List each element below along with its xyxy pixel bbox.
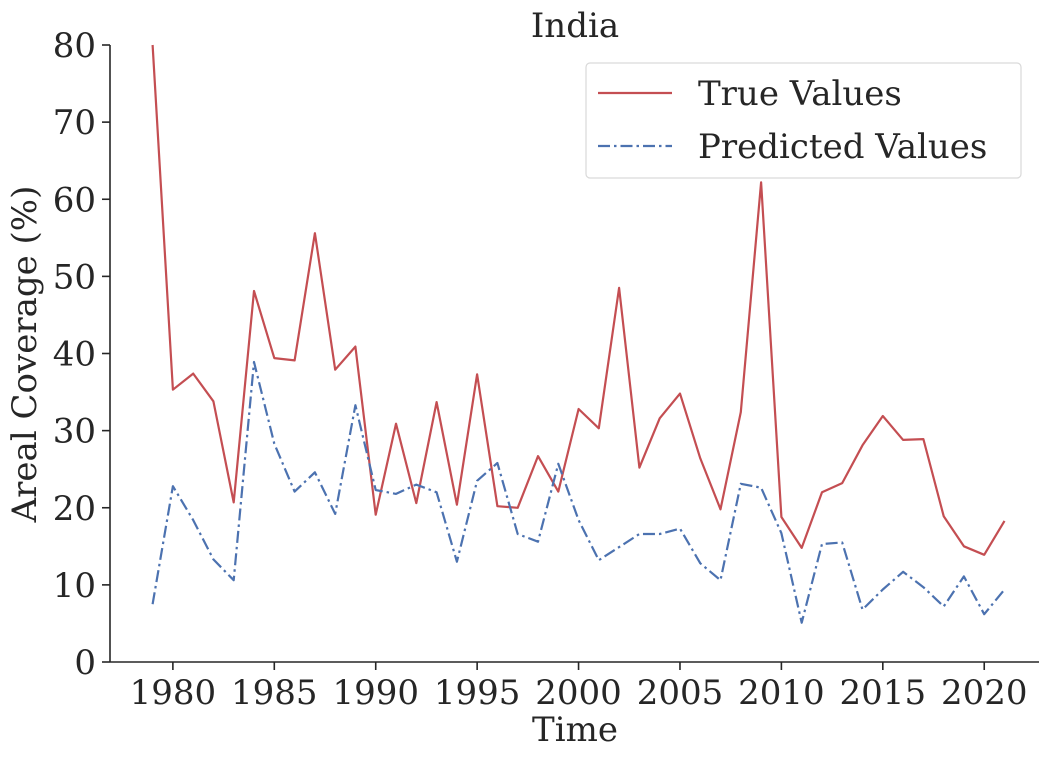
y-tick-label: 0 xyxy=(74,643,96,683)
x-tick-label: 2010 xyxy=(738,673,825,713)
series-group xyxy=(151,44,1006,624)
x-tick-label: 2005 xyxy=(637,673,724,713)
y-ticks: 0 10 20 30 40 50 60 70 80 xyxy=(53,26,110,683)
x-tick-label: 2020 xyxy=(941,673,1028,713)
legend-label-predicted-values: Predicted Values xyxy=(698,127,987,167)
y-tick-label: 10 xyxy=(53,566,96,606)
y-axis-label: Areal Coverage (%) xyxy=(5,186,45,524)
series-line-predicted-values xyxy=(151,360,1006,624)
legend-label-true-values: True Values xyxy=(698,74,902,114)
y-tick-label: 80 xyxy=(53,26,96,66)
y-tick-label: 30 xyxy=(53,412,96,452)
series-line-true-values xyxy=(151,44,1006,556)
x-tick-label: 1995 xyxy=(434,673,521,713)
x-tick-label: 1990 xyxy=(332,673,419,713)
legend-box xyxy=(585,62,1022,179)
x-tick-label: 1980 xyxy=(130,673,217,713)
chart-title: India xyxy=(531,6,619,46)
y-tick-label: 40 xyxy=(53,335,96,375)
x-axis-label: Time xyxy=(532,710,618,750)
legend: True Values Predicted Values xyxy=(585,62,1022,179)
x-tick-label: 2000 xyxy=(535,673,622,713)
y-tick-label: 60 xyxy=(53,180,96,220)
x-tick-label: 2015 xyxy=(840,673,927,713)
y-tick-label: 50 xyxy=(53,257,96,297)
x-tick-label: 1985 xyxy=(231,673,318,713)
y-tick-label: 70 xyxy=(53,103,96,143)
y-tick-label: 20 xyxy=(53,489,96,529)
x-ticks: 1980 1985 1990 1995 2000 2005 2010 2015 2020 xyxy=(130,662,1028,713)
